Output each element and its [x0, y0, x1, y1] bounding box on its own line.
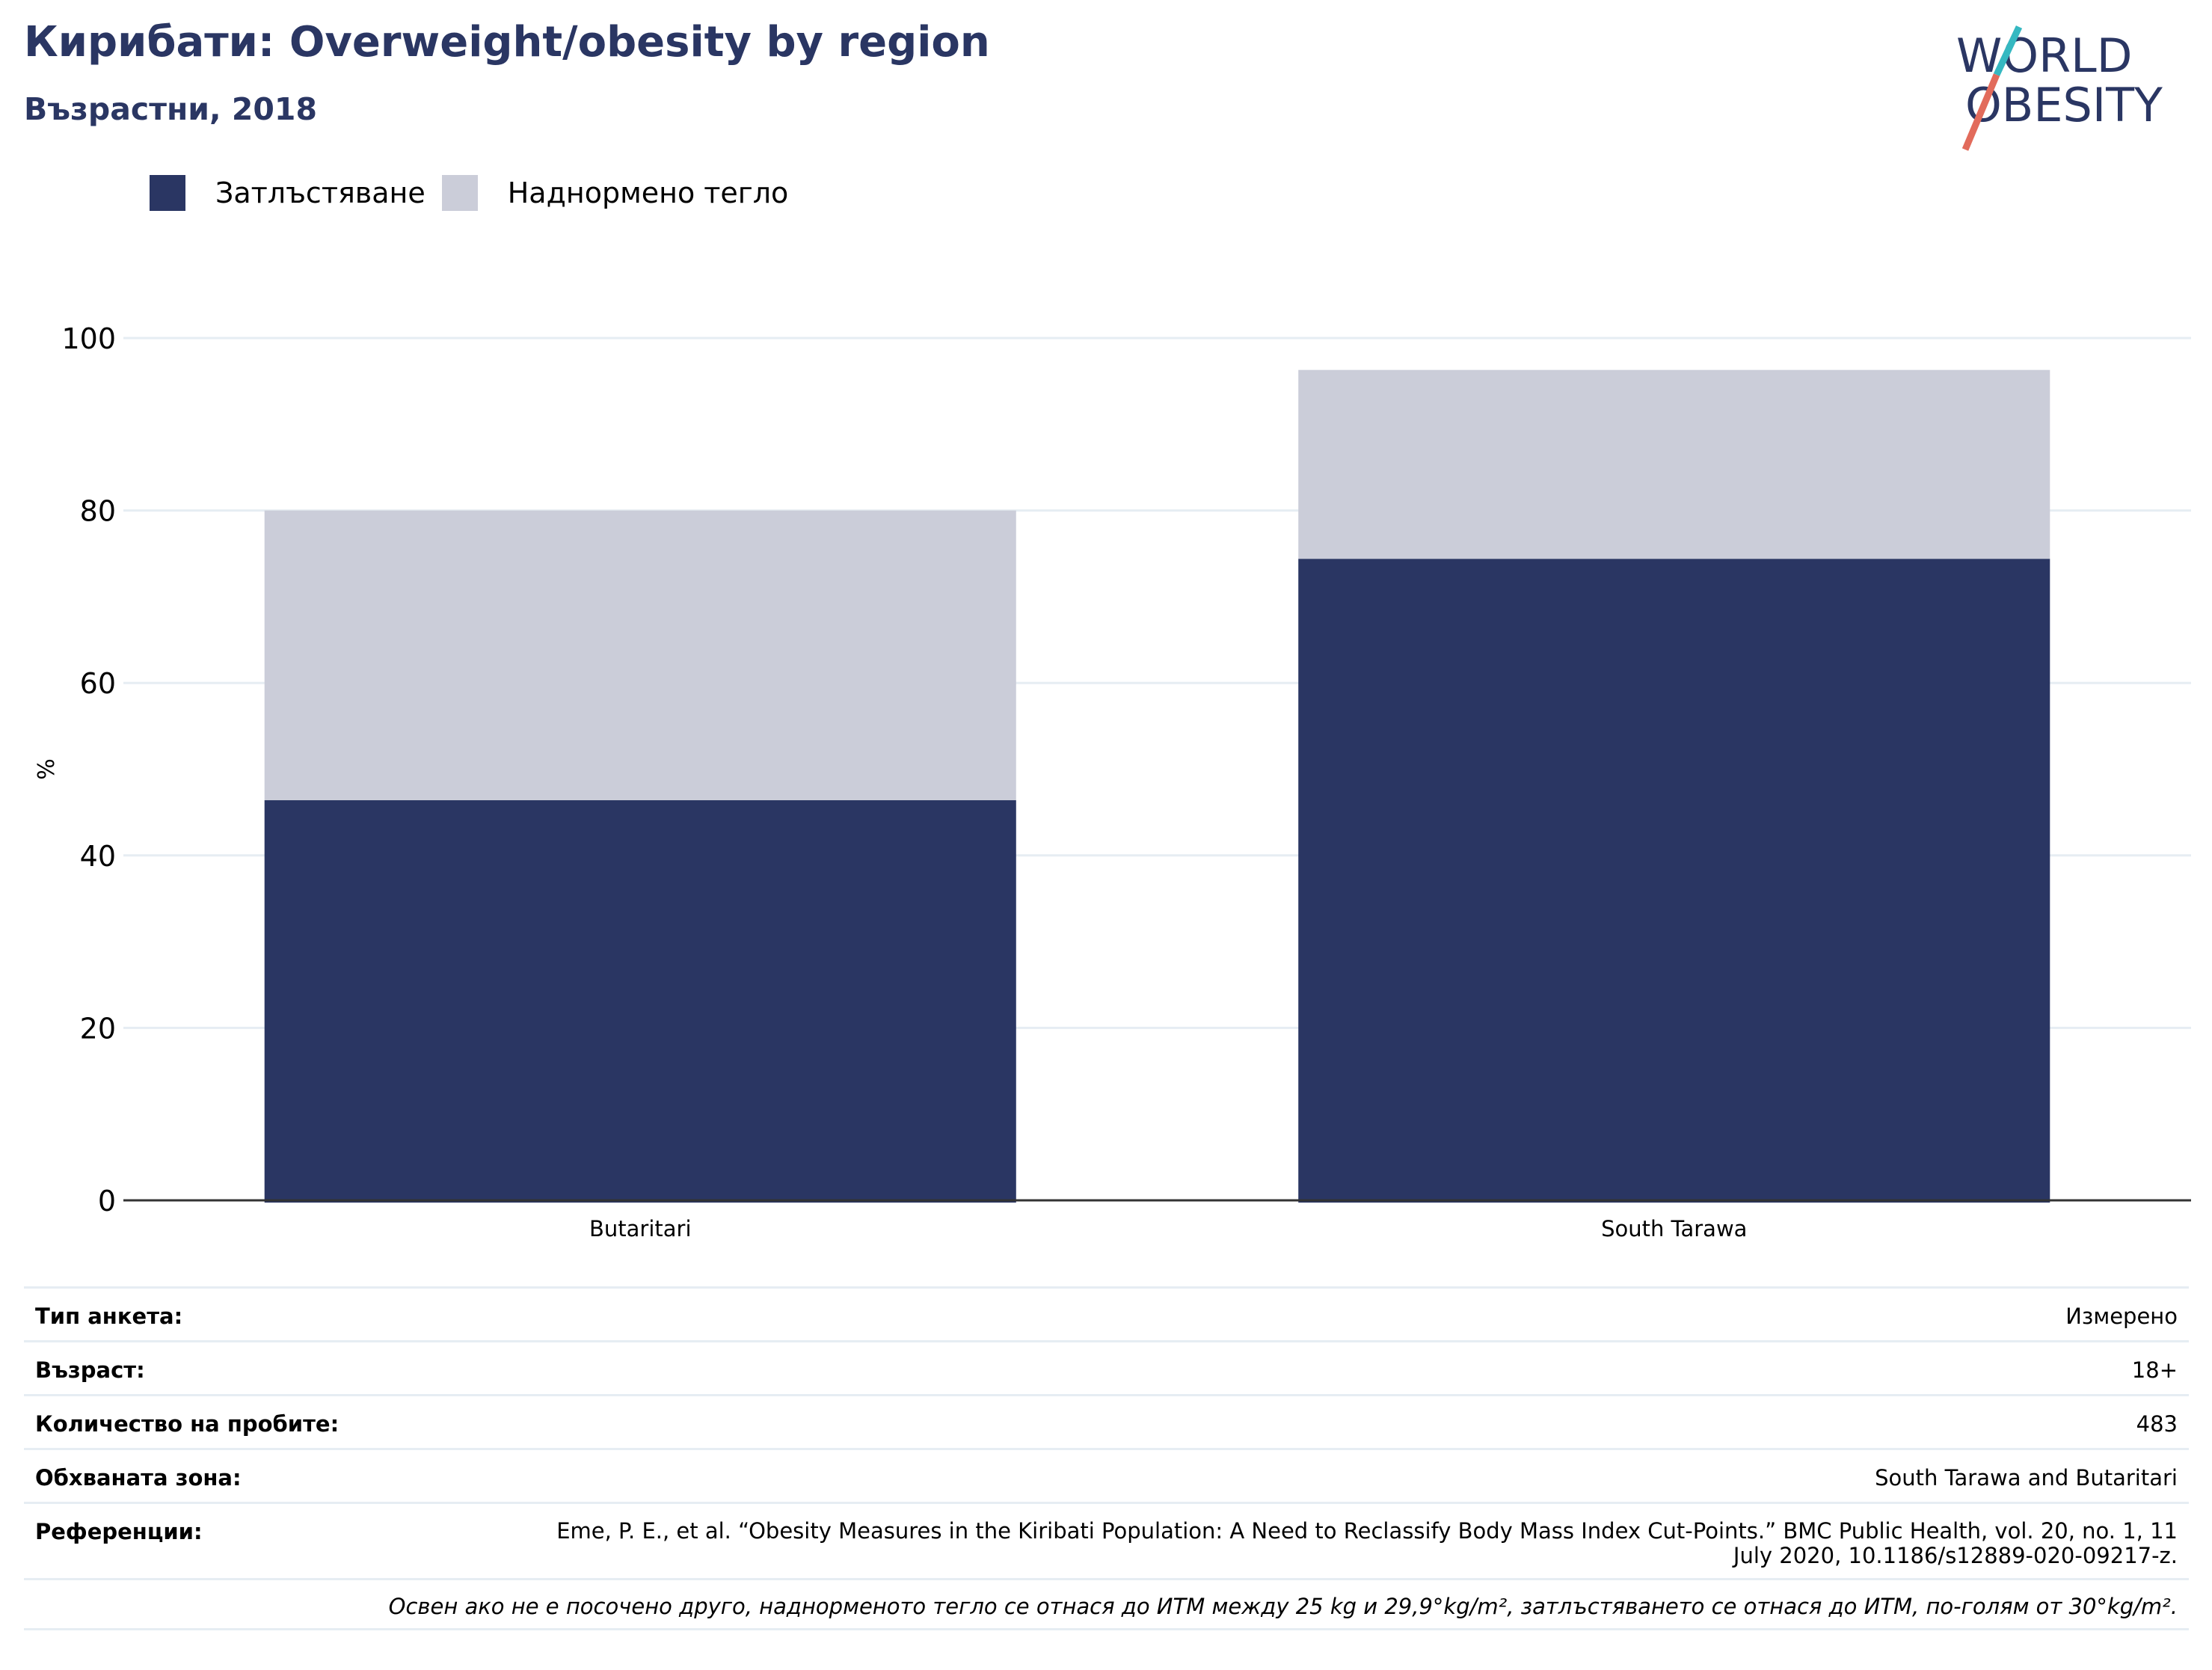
y-tick-label: 80 [80, 495, 116, 528]
bar-segment-overweight [1298, 369, 2050, 559]
legend-swatch-obesity [150, 175, 185, 211]
meta-row-age: Възраст: 18+ [24, 1340, 2189, 1394]
bar-segment-obesity [1298, 559, 2050, 1203]
chart-title: Кирибати: Overweight/obesity by region [24, 18, 990, 67]
meta-row-note: Освен ако не е посочено друго, наднормен… [24, 1578, 2189, 1630]
survey-metadata-table: Тип анкета: Измерено Възраст: 18+ Количе… [24, 1286, 2189, 1630]
legend-label-obesity: Затлъстяване [215, 176, 425, 209]
meta-row-area: Обхваната зона: South Tarawa and Butarit… [24, 1448, 2189, 1502]
meta-key-area: Обхваната зона: [35, 1465, 242, 1491]
bar-segment-obesity [264, 800, 1016, 1203]
bar-segment-overweight [264, 510, 1016, 801]
meta-value-references: Eme, P. E., et al. “Obesity Measures in … [556, 1518, 2178, 1569]
y-tick-label: 20 [80, 1012, 116, 1045]
legend-label-overweight: Наднормено тегло [507, 176, 789, 209]
meta-value-sample-size: 483 [2136, 1411, 2178, 1437]
x-tick-label: South Tarawa [1601, 1216, 1747, 1241]
chart-subtitle: Възрастни, 2018 [24, 91, 317, 127]
y-tick-label: 0 [98, 1185, 116, 1218]
legend: Затлъстяване Наднормено тегло [150, 172, 805, 214]
y-axis-label: % [34, 758, 60, 780]
legend-swatch-overweight [441, 175, 478, 211]
y-tick-label: 40 [80, 840, 116, 873]
logo-line1: WORLD [1956, 28, 2132, 83]
meta-key-sample-size: Количество на пробите: [35, 1411, 340, 1437]
world-obesity-logo: WORLD OBESITY [1956, 25, 2163, 151]
meta-row-sample-size: Количество на пробите: 483 [24, 1394, 2189, 1448]
bmi-definition-note: Освен ако не е посочено друго, наднормен… [388, 1594, 2178, 1619]
meta-key-age: Възраст: [35, 1357, 145, 1383]
logo-slash-bottom [1961, 73, 2000, 151]
meta-value-area: South Tarawa and Butaritari [1875, 1465, 2178, 1491]
legend-item-overweight[interactable]: Наднормено тегло [441, 175, 789, 211]
meta-key-survey-type: Тип анкета: [35, 1304, 183, 1329]
legend-item-obesity[interactable]: Затлъстяване [150, 175, 425, 211]
meta-value-age: 18+ [2131, 1357, 2178, 1383]
meta-row-survey-type: Тип анкета: Измерено [24, 1286, 2189, 1340]
x-tick-label: Butaritari [589, 1216, 692, 1241]
meta-row-references: Референции: Eme, P. E., et al. “Obesity … [24, 1502, 2189, 1578]
logo-slash-top [1993, 25, 2023, 76]
y-tick-label: 100 [61, 322, 116, 355]
meta-value-survey-type: Измерено [2065, 1304, 2178, 1329]
logo-line2: OBESITY [1965, 78, 2163, 132]
stacked-bar-chart: 0 20 40 60 80 100% Butaritari South Tarawa [34, 322, 2191, 1241]
meta-key-references: Референции: [35, 1519, 203, 1544]
y-tick-label: 60 [80, 667, 116, 700]
